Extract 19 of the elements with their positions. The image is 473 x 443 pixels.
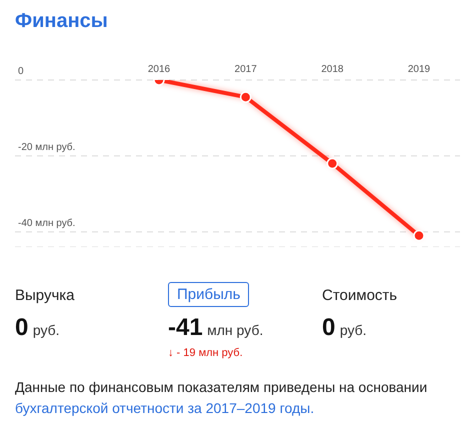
text: Прибыль [168,282,250,307]
x-tick-label: 2016 [148,64,171,75]
text: Данные по финансовым показателям приведены на основании [15,379,428,395]
y-tick-label: -40 млн руб. [18,218,76,229]
x-tick-label: 2018 [321,64,344,75]
y-tick-label: 0 [18,66,24,77]
text: бухгалтерской отчетности за 2017–2019 годы. [15,400,314,416]
text: Выручка [15,287,75,304]
y-tick-label: -20 млн руб. [18,142,76,153]
text: руб. [340,322,367,338]
x-tick-label: 2019 [408,64,431,75]
text: -41 [168,314,203,341]
text: руб. [32,322,60,338]
text: Стоимость [322,287,398,304]
text: млн руб. [207,322,264,338]
text: ↓ - 19 млн руб. [168,347,243,359]
chart-title: Финансы [15,10,108,33]
text: 0 [322,314,336,341]
x-tick-label: 2017 [234,64,258,75]
